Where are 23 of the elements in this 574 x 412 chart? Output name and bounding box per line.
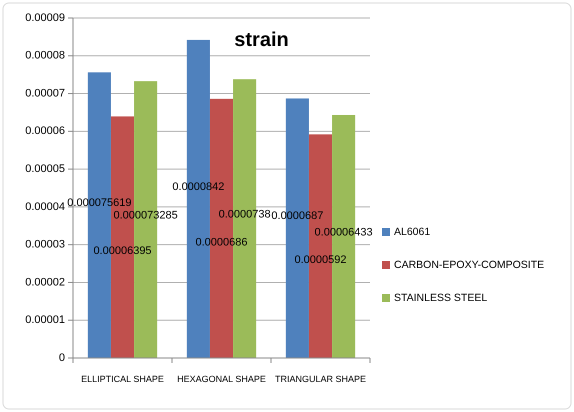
data-label: 0.00006433: [314, 226, 373, 238]
x-tick-label: ELLIPTICAL SHAPE: [81, 374, 164, 384]
y-tick-label: 0.00001: [25, 314, 65, 326]
data-label: 0.0000842: [172, 180, 224, 193]
y-tick-label: 0.00007: [25, 87, 65, 100]
data-label: 0.000075619: [67, 197, 132, 210]
y-tick-label: 0.00009: [25, 12, 65, 24]
legend-label: STAINLESS STEEL: [394, 292, 488, 304]
text: strain: [234, 29, 289, 51]
y-tick-label: 0.00004: [25, 200, 65, 213]
y-tick-label: 0.00002: [25, 276, 65, 288]
x-tick-label: TRIANGULAR SHAPE: [274, 374, 366, 384]
data-label: 0.0000687: [271, 210, 324, 222]
data-label: 0.0000738: [218, 208, 271, 221]
y-tick-label: 0: [58, 352, 65, 364]
y-tick-label: 0.00006: [25, 125, 65, 138]
y-tick-label: 0.00003: [25, 238, 65, 251]
data-label: 0.000073285: [113, 209, 178, 222]
y-tick-label: 0.00005: [25, 163, 65, 176]
legend-label: CARBON-EPOXY-COMPOSITE: [394, 258, 544, 271]
y-tick-label: 0.00008: [25, 50, 65, 62]
legend-label: AL6061: [394, 226, 430, 238]
x-tick-label: HEXAGONAL SHAPE: [177, 374, 266, 384]
